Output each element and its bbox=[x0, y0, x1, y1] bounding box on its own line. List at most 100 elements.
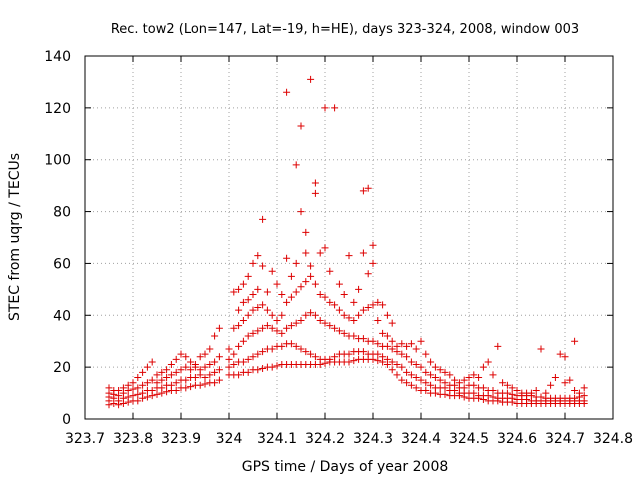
data-point bbox=[350, 332, 358, 340]
data-point bbox=[398, 363, 406, 371]
data-point bbox=[139, 368, 147, 376]
data-point bbox=[494, 342, 502, 350]
data-point bbox=[412, 384, 420, 392]
data-point bbox=[254, 350, 262, 358]
data-point bbox=[403, 368, 411, 376]
data-point bbox=[355, 285, 363, 293]
data-point bbox=[479, 363, 487, 371]
data-point bbox=[254, 252, 262, 260]
data-point bbox=[206, 361, 214, 369]
data-point bbox=[172, 386, 180, 394]
data-point bbox=[167, 361, 175, 369]
grid-lines bbox=[85, 56, 613, 419]
data-point bbox=[235, 371, 243, 379]
plot-frame bbox=[84, 55, 614, 420]
data-point bbox=[297, 283, 305, 291]
data-point bbox=[196, 353, 204, 361]
data-point bbox=[158, 376, 166, 384]
data-point bbox=[417, 363, 425, 371]
data-point bbox=[268, 345, 276, 353]
data-point bbox=[431, 363, 439, 371]
data-point bbox=[297, 122, 305, 130]
data-point bbox=[345, 350, 353, 358]
data-point bbox=[143, 363, 151, 371]
data-point bbox=[321, 104, 329, 112]
data-point bbox=[263, 288, 271, 296]
data-point bbox=[455, 379, 463, 387]
data-point bbox=[311, 189, 319, 197]
data-point bbox=[379, 353, 387, 361]
data-point bbox=[302, 311, 310, 319]
data-point bbox=[489, 371, 497, 379]
data-point bbox=[513, 386, 521, 394]
data-point bbox=[398, 340, 406, 348]
data-point bbox=[211, 358, 219, 366]
data-point bbox=[321, 244, 329, 252]
data-point bbox=[331, 301, 339, 309]
data-point bbox=[254, 285, 262, 293]
data-point bbox=[134, 397, 142, 405]
data-point bbox=[388, 337, 396, 345]
data-point bbox=[287, 322, 295, 330]
data-point bbox=[527, 389, 535, 397]
data-point bbox=[283, 298, 291, 306]
data-point bbox=[345, 358, 353, 366]
data-point bbox=[211, 332, 219, 340]
data-point bbox=[326, 355, 334, 363]
data-point bbox=[244, 296, 252, 304]
data-point bbox=[268, 324, 276, 332]
data-point bbox=[417, 376, 425, 384]
data-point bbox=[129, 385, 137, 393]
data-point bbox=[383, 332, 391, 340]
y-tick-label: 100 bbox=[44, 153, 71, 169]
data-point bbox=[302, 249, 310, 257]
data-point bbox=[379, 329, 387, 337]
data-point bbox=[422, 350, 430, 358]
data-point bbox=[158, 368, 166, 376]
data-point bbox=[484, 358, 492, 366]
data-point bbox=[311, 311, 319, 319]
data-point bbox=[503, 389, 511, 397]
data-point bbox=[206, 345, 214, 353]
data-point bbox=[163, 374, 171, 382]
x-axis-label: GPS time / Days of year 2008 bbox=[242, 459, 449, 475]
data-point bbox=[239, 337, 247, 345]
data-point bbox=[124, 381, 132, 389]
data-point bbox=[191, 361, 199, 369]
data-point bbox=[153, 390, 161, 398]
data-point bbox=[427, 358, 435, 366]
y-tick-label: 80 bbox=[53, 205, 71, 221]
data-point bbox=[182, 376, 190, 384]
data-point bbox=[201, 374, 209, 382]
data-point bbox=[129, 379, 137, 387]
data-point bbox=[331, 104, 339, 112]
data-point bbox=[177, 350, 185, 358]
data-point bbox=[537, 345, 545, 353]
data-point bbox=[561, 379, 569, 387]
data-point bbox=[254, 366, 262, 374]
data-point bbox=[292, 161, 300, 169]
data-point bbox=[460, 384, 468, 392]
data-point bbox=[350, 298, 358, 306]
data-point bbox=[537, 393, 545, 401]
data-point bbox=[407, 371, 415, 379]
data-point bbox=[475, 374, 483, 382]
data-point bbox=[268, 363, 276, 371]
data-point bbox=[340, 329, 348, 337]
data-point bbox=[292, 319, 300, 327]
data-point bbox=[508, 384, 516, 392]
data-point bbox=[335, 306, 343, 314]
data-point bbox=[412, 345, 420, 353]
data-point bbox=[364, 184, 372, 192]
data-point bbox=[254, 327, 262, 335]
data-point bbox=[278, 311, 286, 319]
data-point bbox=[244, 272, 252, 280]
data-point bbox=[412, 361, 420, 369]
x-tick-label: 324.8 bbox=[593, 431, 633, 447]
x-tick-label: 324.5 bbox=[449, 431, 489, 447]
data-point bbox=[345, 252, 353, 260]
data-point bbox=[326, 298, 334, 306]
data-point bbox=[369, 259, 377, 267]
data-point bbox=[297, 345, 305, 353]
